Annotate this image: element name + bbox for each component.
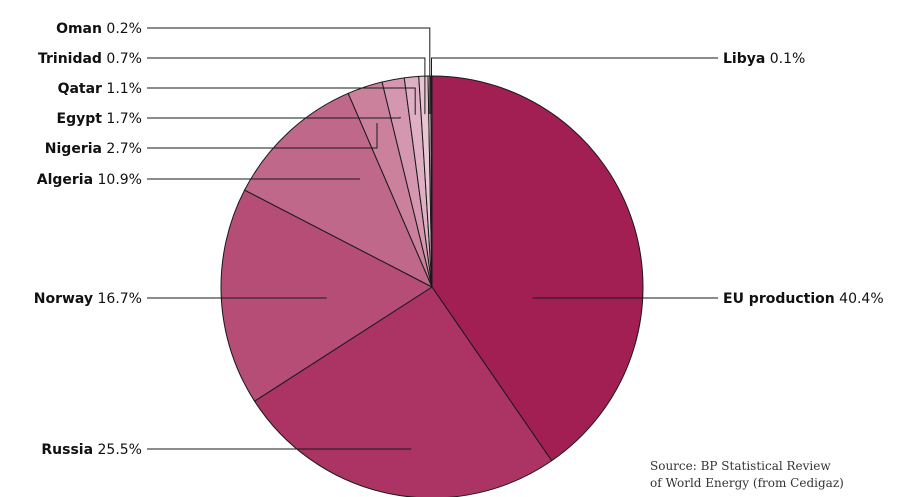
source-note: Source: BP Statistical Review of World E… bbox=[650, 458, 910, 492]
slice-label-name: EU production bbox=[723, 291, 835, 307]
slice-label-name: Qatar bbox=[58, 81, 102, 97]
slice-label-name: Norway bbox=[34, 291, 93, 307]
slice-label-eu-production: EU production 40.4% bbox=[723, 291, 884, 307]
pie-slice-norway bbox=[220, 189, 433, 402]
slice-label-name: Oman bbox=[56, 21, 102, 37]
slice-label-russia: Russia 25.5% bbox=[41, 442, 142, 458]
slice-label-value: 2.7% bbox=[102, 141, 142, 157]
slice-label-value: 16.7% bbox=[93, 291, 142, 307]
slice-label-trinidad: Trinidad 0.7% bbox=[38, 51, 142, 67]
leader-line-oman bbox=[147, 27, 431, 114]
leader-line-egypt bbox=[147, 116, 401, 119]
slice-label-value: 1.1% bbox=[102, 81, 142, 97]
slice-label-oman: Oman 0.2% bbox=[56, 21, 142, 37]
slice-label-value: 25.5% bbox=[93, 442, 142, 458]
pie-slice-russia bbox=[254, 286, 553, 497]
leader-line-qatar bbox=[147, 87, 416, 115]
slice-label-norway: Norway 16.7% bbox=[34, 291, 142, 307]
slice-label-value: 0.7% bbox=[102, 51, 142, 67]
slice-label-qatar: Qatar 1.1% bbox=[58, 81, 142, 97]
leader-line-trinidad bbox=[147, 57, 426, 115]
slice-label-name: Algeria bbox=[37, 172, 93, 188]
slice-label-name: Egypt bbox=[57, 111, 103, 127]
slice-label-name: Trinidad bbox=[38, 51, 102, 67]
pie-slice-eu-production bbox=[431, 75, 644, 462]
pie-slice-algeria bbox=[244, 92, 433, 288]
slice-label-nigeria: Nigeria 2.7% bbox=[45, 141, 142, 157]
slice-label-name: Nigeria bbox=[45, 141, 102, 157]
source-line-2: of World Energy (from Cedigaz) bbox=[650, 476, 844, 490]
slice-label-value: 0.2% bbox=[102, 21, 142, 37]
slice-label-value: 40.4% bbox=[835, 291, 884, 307]
leader-line-libya bbox=[431, 57, 718, 114]
slice-label-value: 0.1% bbox=[765, 51, 805, 67]
slice-label-name: Russia bbox=[41, 442, 93, 458]
source-line-1: Source: BP Statistical Review bbox=[650, 459, 831, 473]
slice-label-name: Libya bbox=[723, 51, 765, 67]
slice-label-value: 10.9% bbox=[93, 172, 142, 188]
slice-label-algeria: Algeria 10.9% bbox=[37, 172, 142, 188]
leader-line-nigeria bbox=[147, 123, 378, 149]
slice-label-egypt: Egypt 1.7% bbox=[57, 111, 142, 127]
slice-label-value: 1.7% bbox=[102, 111, 142, 127]
slice-label-libya: Libya 0.1% bbox=[723, 51, 805, 67]
